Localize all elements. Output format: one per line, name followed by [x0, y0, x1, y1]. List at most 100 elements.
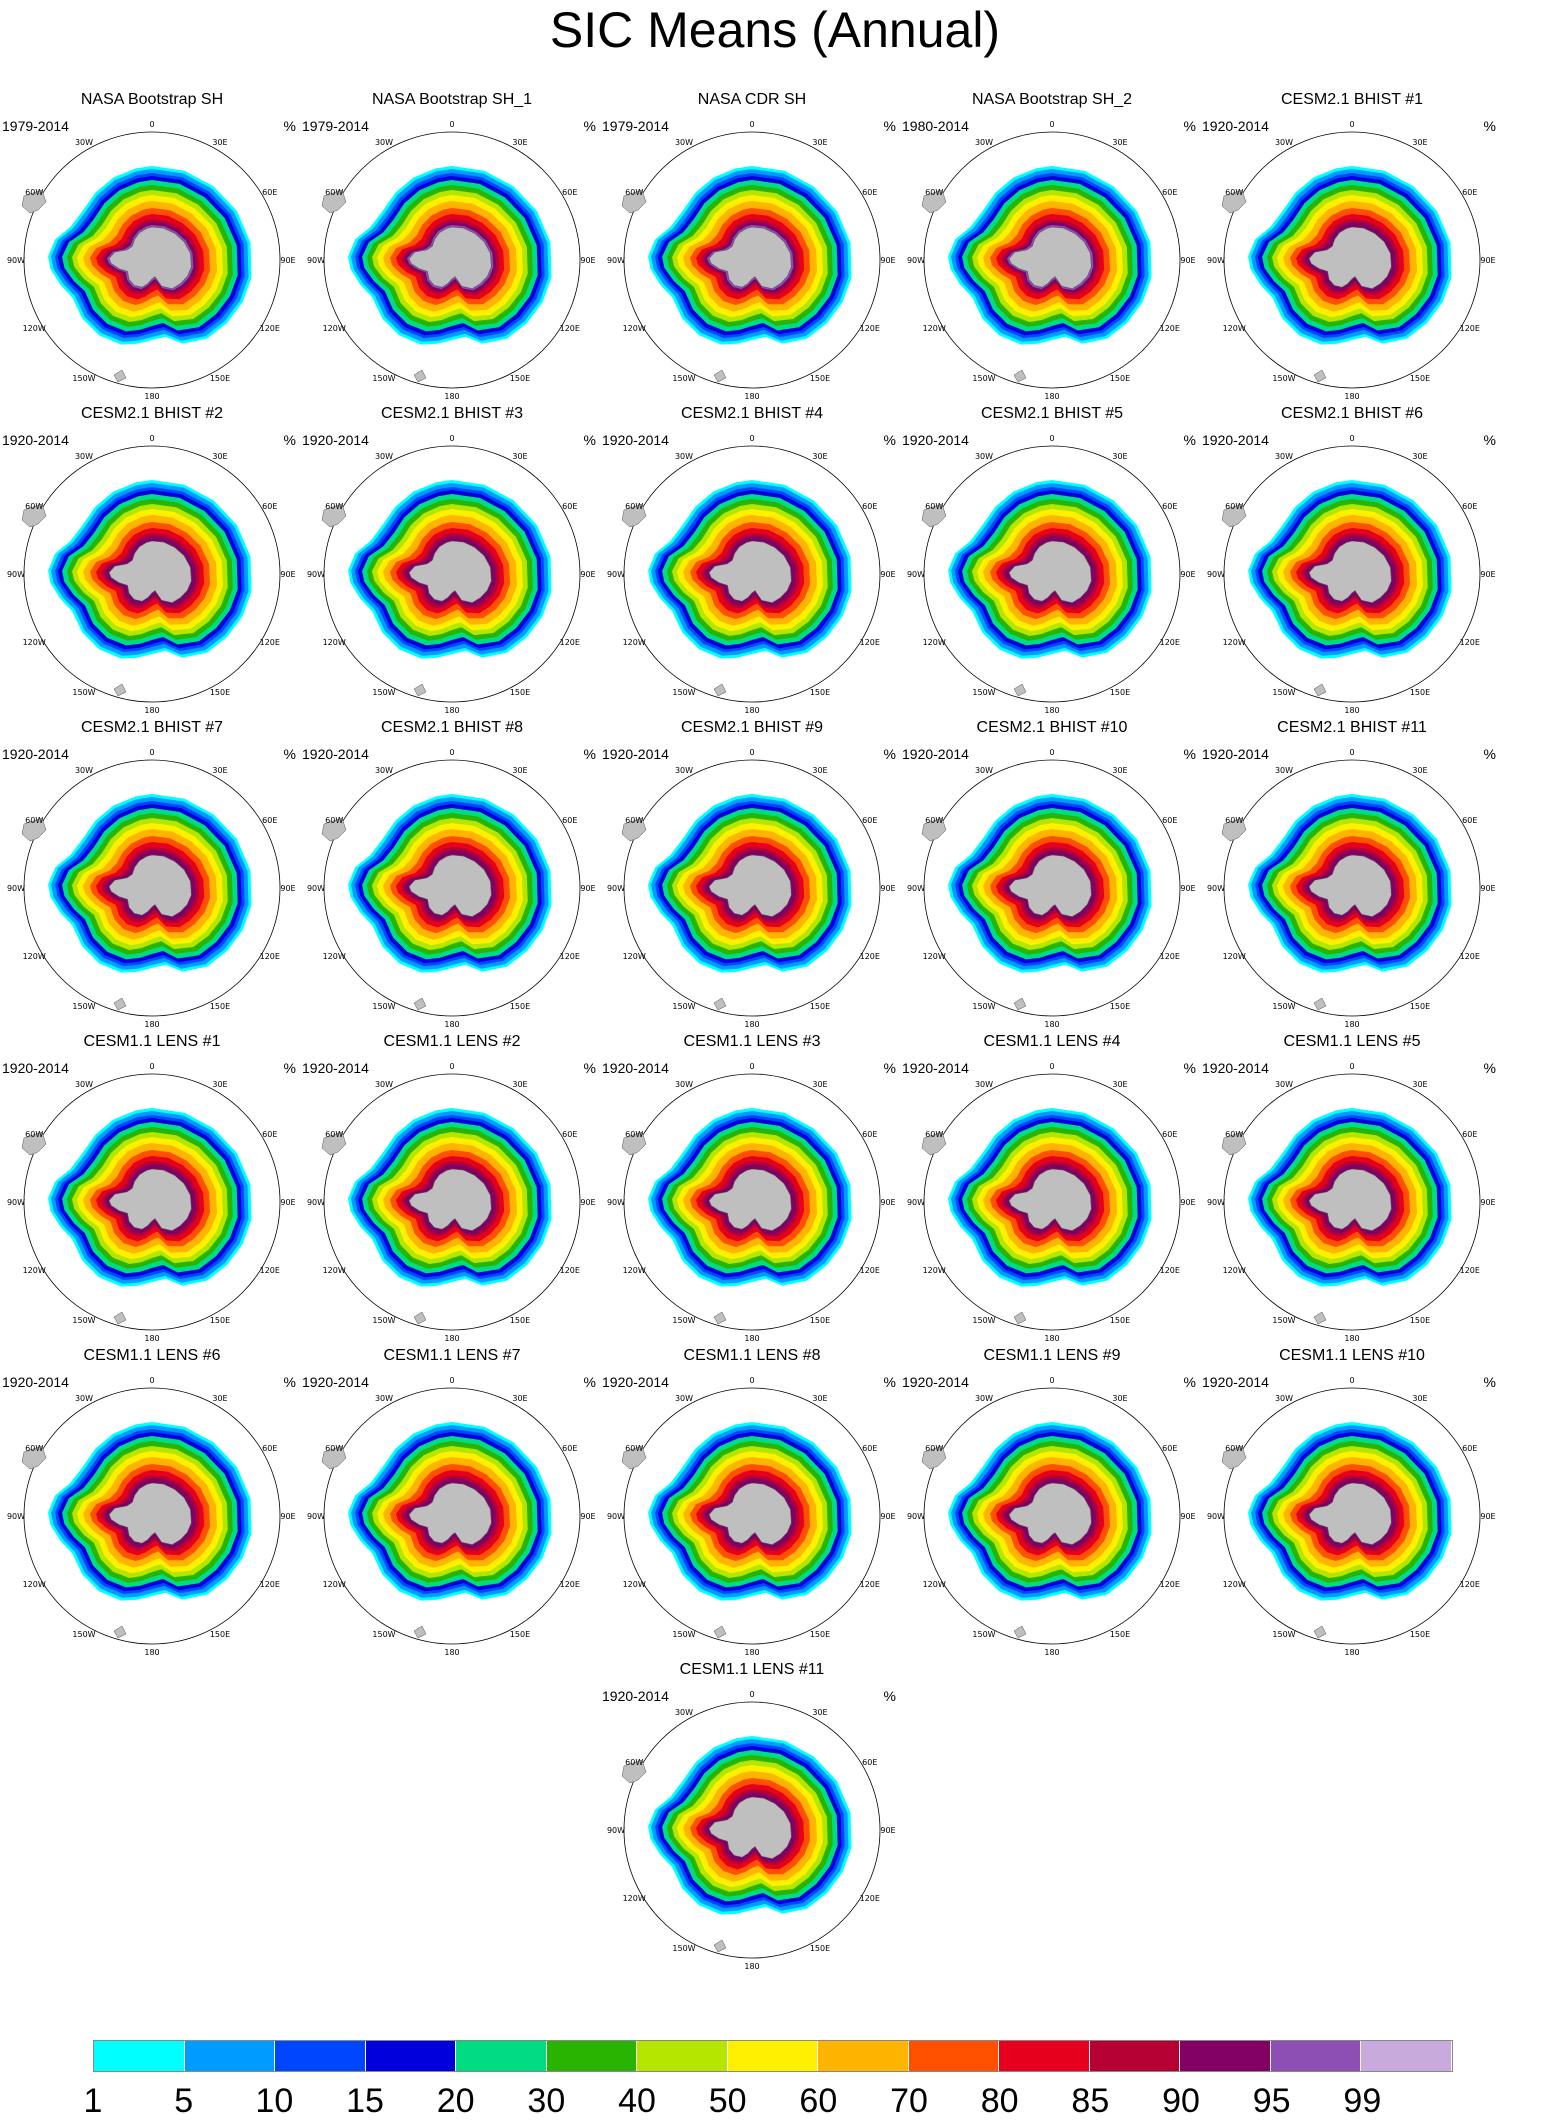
- panel-units: %: [583, 118, 596, 134]
- map-panel: CESM1.1 LENS #2 1920-2014% 0 30E 60E 90E 120E 1…: [302, 1032, 602, 1352]
- panel-units: %: [1183, 1374, 1196, 1390]
- longitude-label: 90W: [7, 256, 25, 265]
- longitude-label: 30W: [375, 1080, 393, 1089]
- map-panel: NASA CDR SH 1979-2014% 0 30E 60E 90E 120E 150E 1…: [602, 90, 902, 410]
- longitude-label: 90W: [607, 256, 625, 265]
- longitude-label: 180: [1344, 392, 1359, 401]
- longitude-label: 150E: [810, 1630, 830, 1639]
- panel-period: 1920-2014: [602, 1688, 669, 1704]
- longitude-label: 30E: [1412, 1080, 1427, 1089]
- map-panel: CESM2.1 BHIST #5 1920-2014% 0 30E 60E 90E 120E…: [902, 404, 1202, 724]
- longitude-label: 150W: [1272, 374, 1295, 383]
- longitude-label: 150W: [972, 374, 995, 383]
- panel-units: %: [1483, 746, 1496, 762]
- longitude-label: 90W: [607, 570, 625, 579]
- longitude-label: 60E: [562, 188, 577, 197]
- panel-title: NASA Bootstrap SH_2: [971, 91, 1133, 108]
- longitude-label: 90W: [907, 884, 925, 893]
- longitude-label: 150E: [1110, 1630, 1130, 1639]
- longitude-label: 120W: [923, 638, 946, 647]
- longitude-label: 30E: [1112, 1394, 1127, 1403]
- panel-period: 1920-2014: [602, 432, 669, 448]
- colorbar-swatch: [184, 2041, 276, 2071]
- longitude-label: 180: [1044, 392, 1059, 401]
- longitude-label: 90W: [607, 1826, 625, 1835]
- longitude-label: 180: [144, 706, 159, 715]
- panel-period: 1920-2014: [602, 1374, 669, 1390]
- longitude-label: 90E: [280, 256, 295, 265]
- longitude-label: 120E: [1460, 638, 1480, 647]
- map-panel: NASA Bootstrap SH 1979-2014% 0 30E 60E 90E 120…: [2, 90, 302, 410]
- longitude-label: 60W: [625, 1130, 643, 1139]
- panel-title: CESM1.1 LENS #5: [1283, 1033, 1421, 1050]
- panel-units: %: [883, 432, 896, 448]
- map-panel: CESM2.1 BHIST #2 1920-2014% 0 30E 60E 90E 120E…: [2, 404, 302, 724]
- longitude-label: 90E: [1180, 1512, 1195, 1521]
- longitude-label: 0: [1349, 1062, 1354, 1071]
- longitude-label: 150E: [1410, 374, 1430, 383]
- longitude-label: 90E: [1480, 256, 1495, 265]
- longitude-label: 0: [749, 1690, 754, 1699]
- longitude-label: 120E: [1160, 638, 1180, 647]
- panel-units: %: [883, 746, 896, 762]
- longitude-label: 180: [744, 1334, 759, 1343]
- longitude-label: 60W: [325, 816, 343, 825]
- panel-title: CESM1.1 LENS #4: [983, 1033, 1121, 1050]
- panel-period: 1920-2014: [1202, 432, 1269, 448]
- longitude-label: 120W: [923, 324, 946, 333]
- panel-units: %: [1183, 432, 1196, 448]
- longitude-label: 30E: [1412, 138, 1427, 147]
- longitude-label: 120W: [23, 1580, 46, 1589]
- panel-units: %: [1183, 746, 1196, 762]
- colorbar-tick-label: 10: [255, 2082, 294, 2120]
- polar-map: 0 30E 60E 90E 120E 150E 180 150W 120W 90W 60W 30W: [307, 434, 596, 715]
- longitude-label: 0: [1049, 120, 1054, 129]
- longitude-label: 150E: [510, 688, 530, 697]
- polar-map: 0 30E 60E 90E 120E 150E 180 150W 120W 90W 60W 30W: [907, 120, 1196, 401]
- longitude-label: 150W: [672, 1630, 695, 1639]
- panel-units: %: [583, 1374, 596, 1390]
- longitude-label: 150E: [1110, 1002, 1130, 1011]
- longitude-label: 90E: [580, 884, 595, 893]
- longitude-label: 60E: [1462, 502, 1477, 511]
- longitude-label: 120E: [1160, 324, 1180, 333]
- panel-period: 1979-2014: [2, 118, 69, 134]
- longitude-label: 180: [1344, 1334, 1359, 1343]
- longitude-label: 120W: [923, 1580, 946, 1589]
- longitude-label: 120W: [623, 952, 646, 961]
- longitude-label: 0: [149, 1062, 154, 1071]
- panel-title: CESM1.1 LENS #11: [679, 1661, 825, 1678]
- longitude-label: 150E: [1410, 1630, 1430, 1639]
- longitude-label: 0: [149, 434, 154, 443]
- longitude-label: 30E: [1412, 1394, 1427, 1403]
- longitude-label: 30E: [1412, 766, 1427, 775]
- longitude-label: 60E: [1462, 188, 1477, 197]
- longitude-label: 150W: [72, 688, 95, 697]
- panel-period: 1920-2014: [2, 432, 69, 448]
- polar-map: 0 30E 60E 90E 120E 150E 180 150W 120W 90W 60W 30W: [307, 120, 596, 401]
- map-panel: CESM1.1 LENS #3 1920-2014% 0 30E 60E 90E 120E 1…: [602, 1032, 902, 1352]
- longitude-label: 0: [449, 120, 454, 129]
- longitude-label: 180: [444, 1334, 459, 1343]
- longitude-label: 30W: [975, 1080, 993, 1089]
- panel-title: CESM1.1 LENS #2: [383, 1033, 521, 1050]
- longitude-label: 0: [449, 1376, 454, 1385]
- polar-map: 0 30E 60E 90E 120E 150E 180 150W 120W 90W 60W 30W: [7, 434, 296, 715]
- longitude-label: 120W: [1223, 638, 1246, 647]
- map-panel: CESM2.1 BHIST #3 1920-2014% 0 30E 60E 90E 120E…: [302, 404, 602, 724]
- longitude-label: 60E: [1462, 816, 1477, 825]
- polar-map: 0 30E 60E 90E 120E 150E 180 150W 120W 90W 60W 30W: [607, 1062, 896, 1343]
- longitude-label: 180: [1044, 1334, 1059, 1343]
- panel-title: CESM2.1 BHIST #7: [81, 719, 223, 736]
- panel-period: 1920-2014: [902, 746, 969, 762]
- longitude-label: 60E: [862, 816, 877, 825]
- longitude-label: 0: [1349, 434, 1354, 443]
- map-panel: CESM2.1 BHIST #8 1920-2014% 0 30E 60E 90E 120E…: [302, 718, 602, 1038]
- panel-units: %: [583, 432, 596, 448]
- longitude-label: 30E: [812, 452, 827, 461]
- map-panel: CESM1.1 LENS #7 1920-2014% 0 30E 60E 90E 120E 1…: [302, 1346, 602, 1666]
- polar-map: 0 30E 60E 90E 120E 150E 180 150W 120W 90W 60W 30W: [607, 748, 896, 1029]
- longitude-label: 60E: [862, 1444, 877, 1453]
- longitude-label: 150W: [972, 688, 995, 697]
- longitude-label: 30E: [212, 1080, 227, 1089]
